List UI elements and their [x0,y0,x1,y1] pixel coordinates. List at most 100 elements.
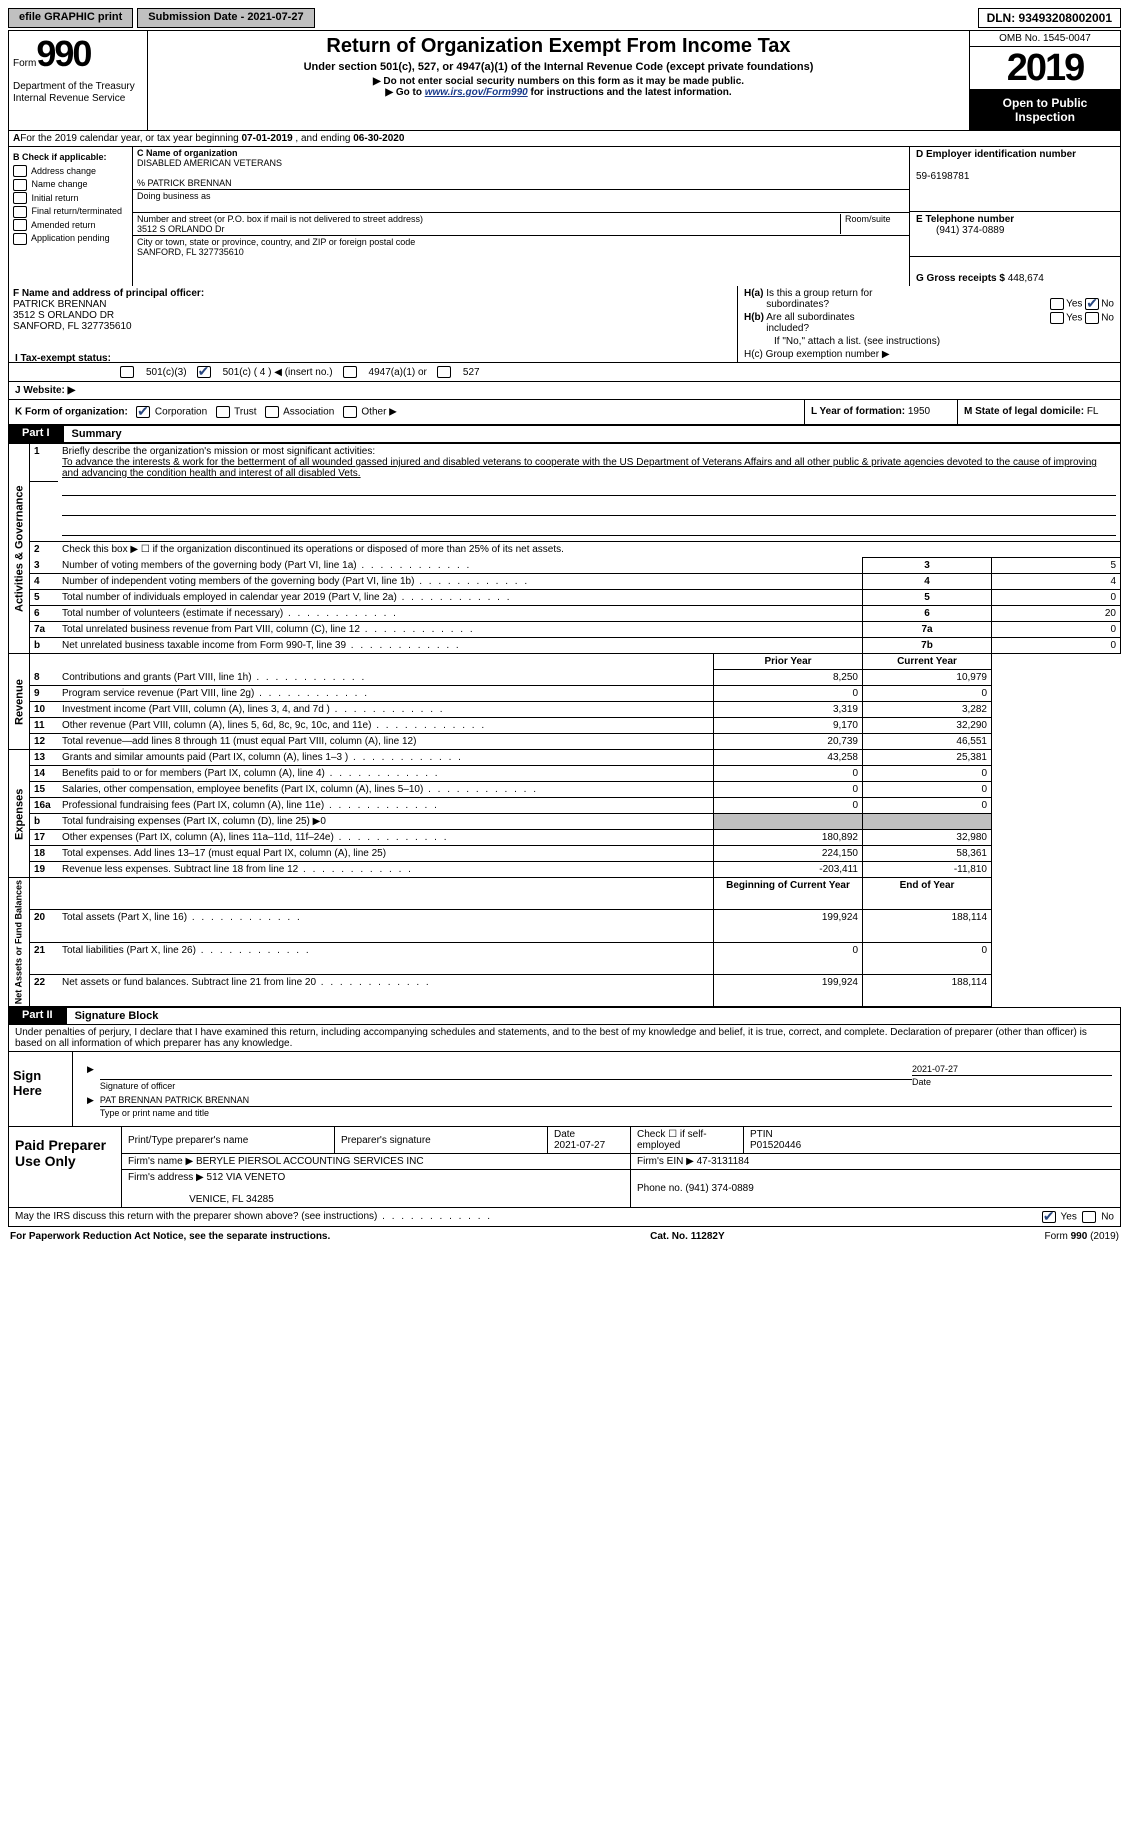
amended-return-label: Amended return [31,220,96,230]
website-label: J Website: ▶ [15,385,75,396]
corp-checkbox[interactable] [136,406,150,418]
care-of: % PATRICK BRENNAN [137,178,232,188]
arrow-icon: ▶ [87,1095,94,1118]
sig-date-value: 2021-07-27 [912,1064,1112,1074]
na-curr: 0 [863,942,992,974]
box-d: D Employer identification number 59-6198… [910,147,1120,286]
na-row-21: 21Total liabilities (Part X, line 26)00 [9,942,1121,974]
yes-label: Yes [1066,299,1082,310]
firm-name: BERYLE PIERSOL ACCOUNTING SERVICES INC [196,1156,424,1167]
discuss-no-checkbox[interactable] [1082,1211,1096,1223]
app-pending-label: Application pending [31,233,110,243]
yes-label3: Yes [1061,1212,1077,1223]
may-irs-label: May the IRS discuss this return with the… [15,1211,377,1222]
app-pending-checkbox[interactable] [13,233,27,245]
4947-checkbox[interactable] [343,366,357,378]
cat-number: Cat. No. 11282Y [650,1231,724,1242]
other-checkbox[interactable] [343,406,357,418]
initial-return-label: Initial return [32,193,79,203]
final-return-checkbox[interactable] [13,206,27,218]
exp-text: Salaries, other compensation, employee b… [62,784,423,795]
assoc-checkbox[interactable] [265,406,279,418]
address-change-checkbox[interactable] [13,165,27,177]
na-text: Total liabilities (Part X, line 26) [62,945,196,956]
hb-note: If "No," attach a list. (see instruction… [744,336,1114,347]
exp-curr: 0 [863,782,992,798]
exp-curr: 32,980 [863,830,992,846]
exp-prior: 0 [714,782,863,798]
exp-row-18: 18Total expenses. Add lines 13–17 (must … [9,846,1121,862]
top-toolbar: efile GRAPHIC print Submission Date - 20… [8,8,1121,28]
ag-box: 7b [863,638,992,654]
firm-addr-label: Firm's address ▶ [128,1172,204,1183]
box-b: B Check if applicable: Address change Na… [9,147,132,286]
rev-curr: 46,551 [863,734,992,750]
line-k-l-m: K Form of organization: Corporation Trus… [8,400,1121,425]
part-ii-label: Part II [8,1007,67,1025]
ha-no-checkbox[interactable] [1085,298,1099,310]
4947-label: 4947(a)(1) or [369,367,427,378]
name-change-checkbox[interactable] [13,179,27,191]
exp-row-16a: 16aProfessional fundraising fees (Part I… [9,798,1121,814]
efile-print-button[interactable]: efile GRAPHIC print [8,8,133,28]
ha-yes-checkbox[interactable] [1050,298,1064,310]
name-title-label: Type or print name and title [100,1106,1112,1118]
firm-phone-label: Phone no. [637,1183,683,1194]
corp-label: Corporation [155,407,207,418]
exp-row-19: 19Revenue less expenses. Subtract line 1… [9,862,1121,878]
rev-curr: 10,979 [863,670,992,686]
hb-yes-checkbox[interactable] [1050,312,1064,324]
dept-treasury-label: Department of the Treasury Internal Reve… [13,81,143,105]
exp-curr: 0 [863,766,992,782]
irs-form-link[interactable]: www.irs.gov/Form990 [425,87,528,98]
form-title: Return of Organization Exempt From Incom… [152,35,965,58]
501c-checkbox[interactable] [197,366,211,378]
line-a-tax-year: AFor the 2019 calendar year, or tax year… [8,131,1121,147]
discuss-yes-checkbox[interactable] [1042,1211,1056,1223]
domicile-value: FL [1087,406,1099,417]
na-prior: 0 [714,942,863,974]
prep-name-label: Print/Type preparer's name [122,1127,335,1154]
form-note-link: ▶ Go to www.irs.gov/Form990 for instruct… [152,87,965,98]
page-footer: For Paperwork Reduction Act Notice, see … [8,1227,1121,1246]
initial-return-checkbox[interactable] [13,192,27,204]
501c3-checkbox[interactable] [120,366,134,378]
line-i-tax-status: I Tax-exempt status: 501(c)(3) 501(c) ( … [8,363,1121,382]
phone-value: (941) 374-0889 [916,225,1004,236]
trust-checkbox[interactable] [216,406,230,418]
other-label: Other ▶ [361,407,396,418]
part-i-header: Part I Summary [8,425,1121,443]
begin-year-hdr: Beginning of Current Year [714,878,863,910]
name-change-label: Name change [32,179,88,189]
527-checkbox[interactable] [437,366,451,378]
no-label3: No [1101,1212,1114,1223]
ag-text: Net unrelated business taxable income fr… [62,640,346,651]
prep-date-value: 2021-07-27 [554,1140,605,1151]
rev-prior: 9,170 [714,718,863,734]
paid-preparer-label: Paid Preparer Use Only [9,1127,122,1207]
501c-label: 501(c) ( 4 ) ◀ (insert no.) [223,367,333,378]
ag-row-5: 5Total number of individuals employed in… [9,590,1121,606]
ag-box: 7a [863,622,992,638]
ag-text: Total number of individuals employed in … [62,592,397,603]
arrow-icon: ▶ [87,1064,94,1091]
rev-text: Program service revenue (Part VIII, line… [62,688,254,699]
exp-prior: 0 [714,798,863,814]
firm-phone: (941) 374-0889 [685,1183,753,1194]
firm-ein-label: Firm's EIN ▶ [637,1156,694,1167]
exp-row-17: 17Other expenses (Part IX, column (A), l… [9,830,1121,846]
box-h: H(a) Is this a group return for subordin… [738,286,1120,362]
line-a-pre: For the 2019 calendar year, or tax year … [20,133,241,144]
phone-label: E Telephone number [916,214,1014,225]
hb-no-checkbox[interactable] [1085,312,1099,324]
officer-addr2: SANFORD, FL 327735610 [13,321,132,332]
activities-governance-label: Activities & Governance [9,444,30,654]
rev-prior: 20,739 [714,734,863,750]
firm-name-label: Firm's name ▶ [128,1156,193,1167]
q1-answer: To advance the interests & work for the … [62,457,1097,479]
preparer-block: Paid Preparer Use Only Print/Type prepar… [8,1127,1121,1208]
rev-prior: 3,319 [714,702,863,718]
q2-text: Check this box ▶ ☐ if the organization d… [58,542,1121,558]
amended-return-checkbox[interactable] [13,219,27,231]
officer-label: F Name and address of principal officer: [13,288,204,299]
